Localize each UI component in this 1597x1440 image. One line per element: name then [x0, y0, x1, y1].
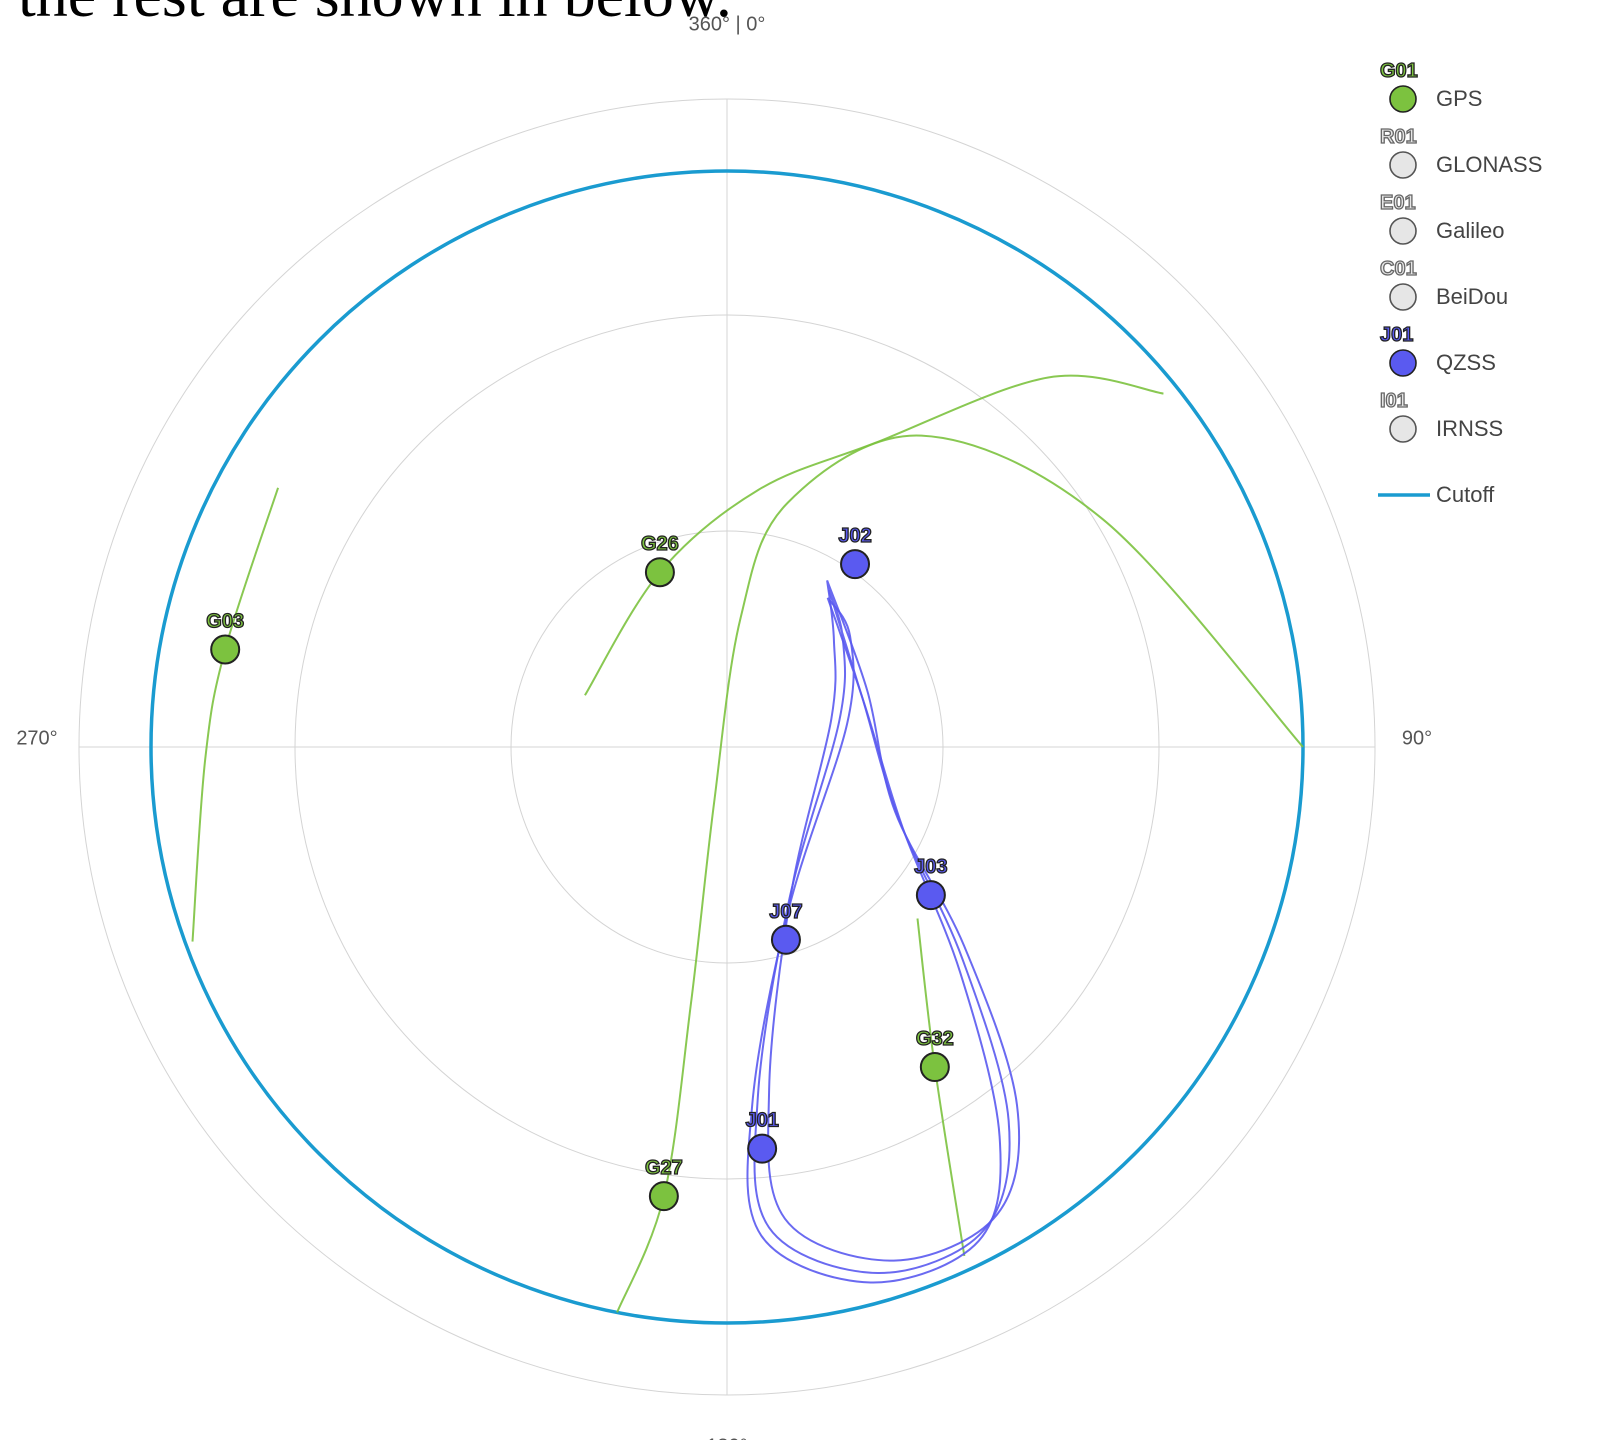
azimuth-label: 180°: [706, 1435, 747, 1440]
legend-name: GLONASS: [1436, 152, 1542, 177]
azimuth-label: 360° | 0°: [689, 13, 766, 35]
satellite-marker: [919, 1052, 950, 1083]
legend-name: Galileo: [1436, 218, 1504, 243]
azimuth-label: 270°: [16, 727, 57, 749]
legend-name: GPS: [1436, 86, 1482, 111]
satellite-marker: [648, 1181, 679, 1212]
satellite-label: J01: [745, 1110, 778, 1132]
satellite-marker: [210, 634, 241, 665]
legend-code: I01: [1380, 390, 1408, 412]
legend-marker: [1389, 85, 1417, 113]
legend-marker: [1389, 283, 1417, 311]
satellite-marker: [747, 1133, 778, 1164]
legend-code: R01: [1380, 126, 1417, 148]
satellite-track: [753, 589, 1011, 1275]
legend-code: C01: [1380, 258, 1417, 280]
satellite-label: J02: [838, 525, 871, 547]
satellite-label: G27: [645, 1157, 683, 1179]
satellites: G26 G03 G27 G32 J02 J03 J07 J01: [206, 525, 954, 1212]
grid: 360° | 0° 90° 180° 270°: [16, 13, 1432, 1440]
legend-marker: [1389, 217, 1417, 245]
legend-code: E01: [1380, 192, 1416, 214]
legend-name: BeiDou: [1436, 284, 1508, 309]
satellite-track: [767, 580, 1021, 1262]
legend-code: G01: [1380, 60, 1418, 82]
satellite-label: J07: [769, 901, 802, 923]
satellite-label: G32: [916, 1028, 954, 1050]
legend-marker: [1389, 349, 1417, 377]
satellite-track: [916, 918, 966, 1257]
satellite-label: J03: [914, 856, 947, 878]
satellite-marker: [840, 549, 871, 580]
azimuth-label: 90°: [1402, 727, 1432, 749]
legend-name: Cutoff: [1436, 482, 1495, 507]
tracks: [191, 374, 1304, 1313]
legend: G01 GPS R01 GLONASS E01 Galileo C01 BeiDou J01 QZ…: [1378, 59, 1542, 507]
satellite-marker: [915, 880, 946, 911]
satellite-track: [191, 487, 280, 942]
legend-marker: [1389, 151, 1417, 179]
satellite-track: [616, 434, 1304, 1313]
legend-marker: [1389, 415, 1417, 443]
satellite-label: G26: [641, 533, 679, 555]
heading: the rest are shown in below.: [18, 0, 732, 30]
legend-code: J01: [1380, 324, 1413, 346]
satellite-marker: [770, 924, 801, 955]
satellite-track: [584, 374, 1164, 696]
satellite-marker: [644, 557, 675, 588]
legend-name: QZSS: [1436, 350, 1496, 375]
satellite-label: G03: [206, 610, 244, 632]
legend-name: IRNSS: [1436, 416, 1503, 441]
